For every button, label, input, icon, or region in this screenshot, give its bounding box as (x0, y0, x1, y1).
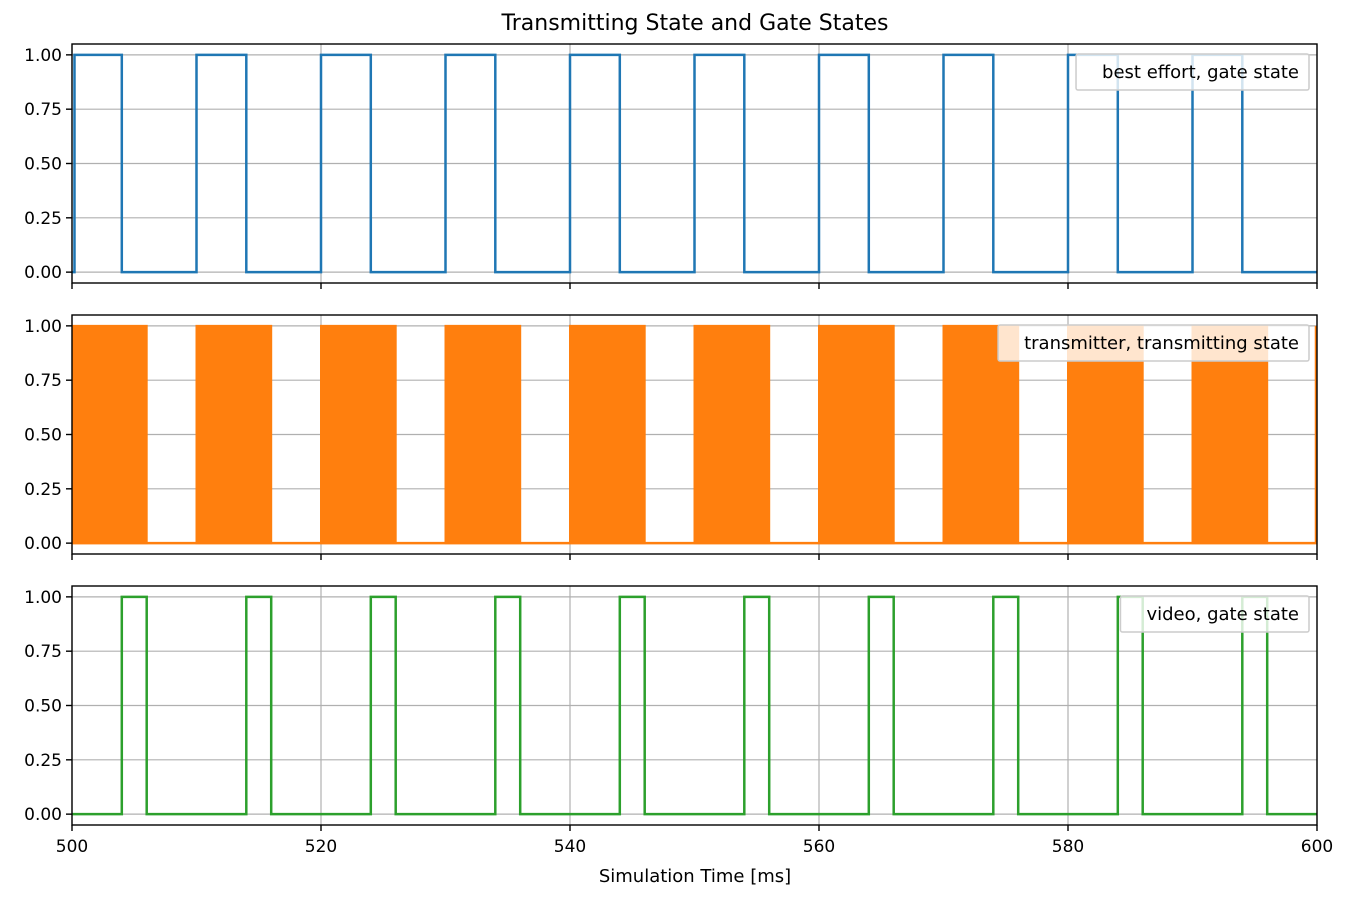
legend-box (1119, 595, 1310, 633)
legend: best effort, gate state (1075, 53, 1310, 91)
y-tick-label: 0.50 (24, 697, 62, 717)
legend: transmitter, transmitting state (997, 324, 1310, 362)
y-tick-label: 0.25 (24, 209, 62, 229)
transmit-burst (818, 324, 895, 545)
legend-label: best effort, gate state (1102, 62, 1299, 83)
y-tick-label: 1.00 (24, 46, 62, 66)
y-tick-label: 0.75 (24, 371, 62, 391)
y-tick-label: 0.75 (24, 100, 62, 120)
y-tick-label: 0.50 (24, 426, 62, 446)
transmit-burst (72, 324, 148, 545)
x-axis-label: Simulation Time [ms] (599, 866, 791, 887)
x-tick-label: 540 (554, 837, 586, 857)
panel-series (72, 324, 1317, 545)
transmit-burst (942, 324, 1020, 545)
y-tick-label: 0.00 (24, 805, 62, 825)
x-tick-label: 580 (1052, 837, 1084, 857)
legend-box (997, 324, 1310, 362)
y-tick-label: 1.00 (24, 588, 62, 608)
y-tick-label: 0.75 (24, 642, 62, 662)
transmit-burst (320, 324, 397, 545)
y-tick-label: 0.00 (24, 263, 62, 283)
panel-2: 0.00 0.25 0.50 0.75 1.00 transmitter, transmi… (24, 314, 1318, 560)
x-tick-label: 600 (1301, 837, 1333, 857)
transmit-burst (569, 324, 646, 545)
y-tick-label: 0.25 (24, 480, 62, 500)
transmit-burst (693, 324, 771, 545)
transmit-burst (195, 324, 273, 545)
x-tick-label: 500 (56, 837, 88, 857)
panel-3: 0.00 0.25 0.50 0.75 1.00 500 520 540 560 580 600 vi… (24, 585, 1333, 857)
y-tick-label: 0.50 (24, 155, 62, 175)
legend-label: transmitter, transmitting state (1024, 333, 1299, 354)
chart-panels: 0.00 0.25 0.50 0.75 1.00 best effort, gate st… (24, 43, 1333, 857)
x-tick-label: 560 (803, 837, 835, 857)
legend: video, gate state (1119, 595, 1310, 633)
x-tick-label: 520 (305, 837, 337, 857)
panel-1: 0.00 0.25 0.50 0.75 1.00 best effort, gate st… (24, 43, 1318, 289)
transmit-burst (444, 324, 522, 545)
y-tick-label: 1.00 (24, 317, 62, 337)
transmit-burst (1067, 324, 1144, 545)
chart-title: Transmitting State and Gate States (501, 11, 889, 36)
y-tick-label: 0.25 (24, 751, 62, 771)
y-tick-label: 0.00 (24, 534, 62, 554)
legend-box (1075, 53, 1310, 91)
legend-label: video, gate state (1146, 604, 1299, 625)
